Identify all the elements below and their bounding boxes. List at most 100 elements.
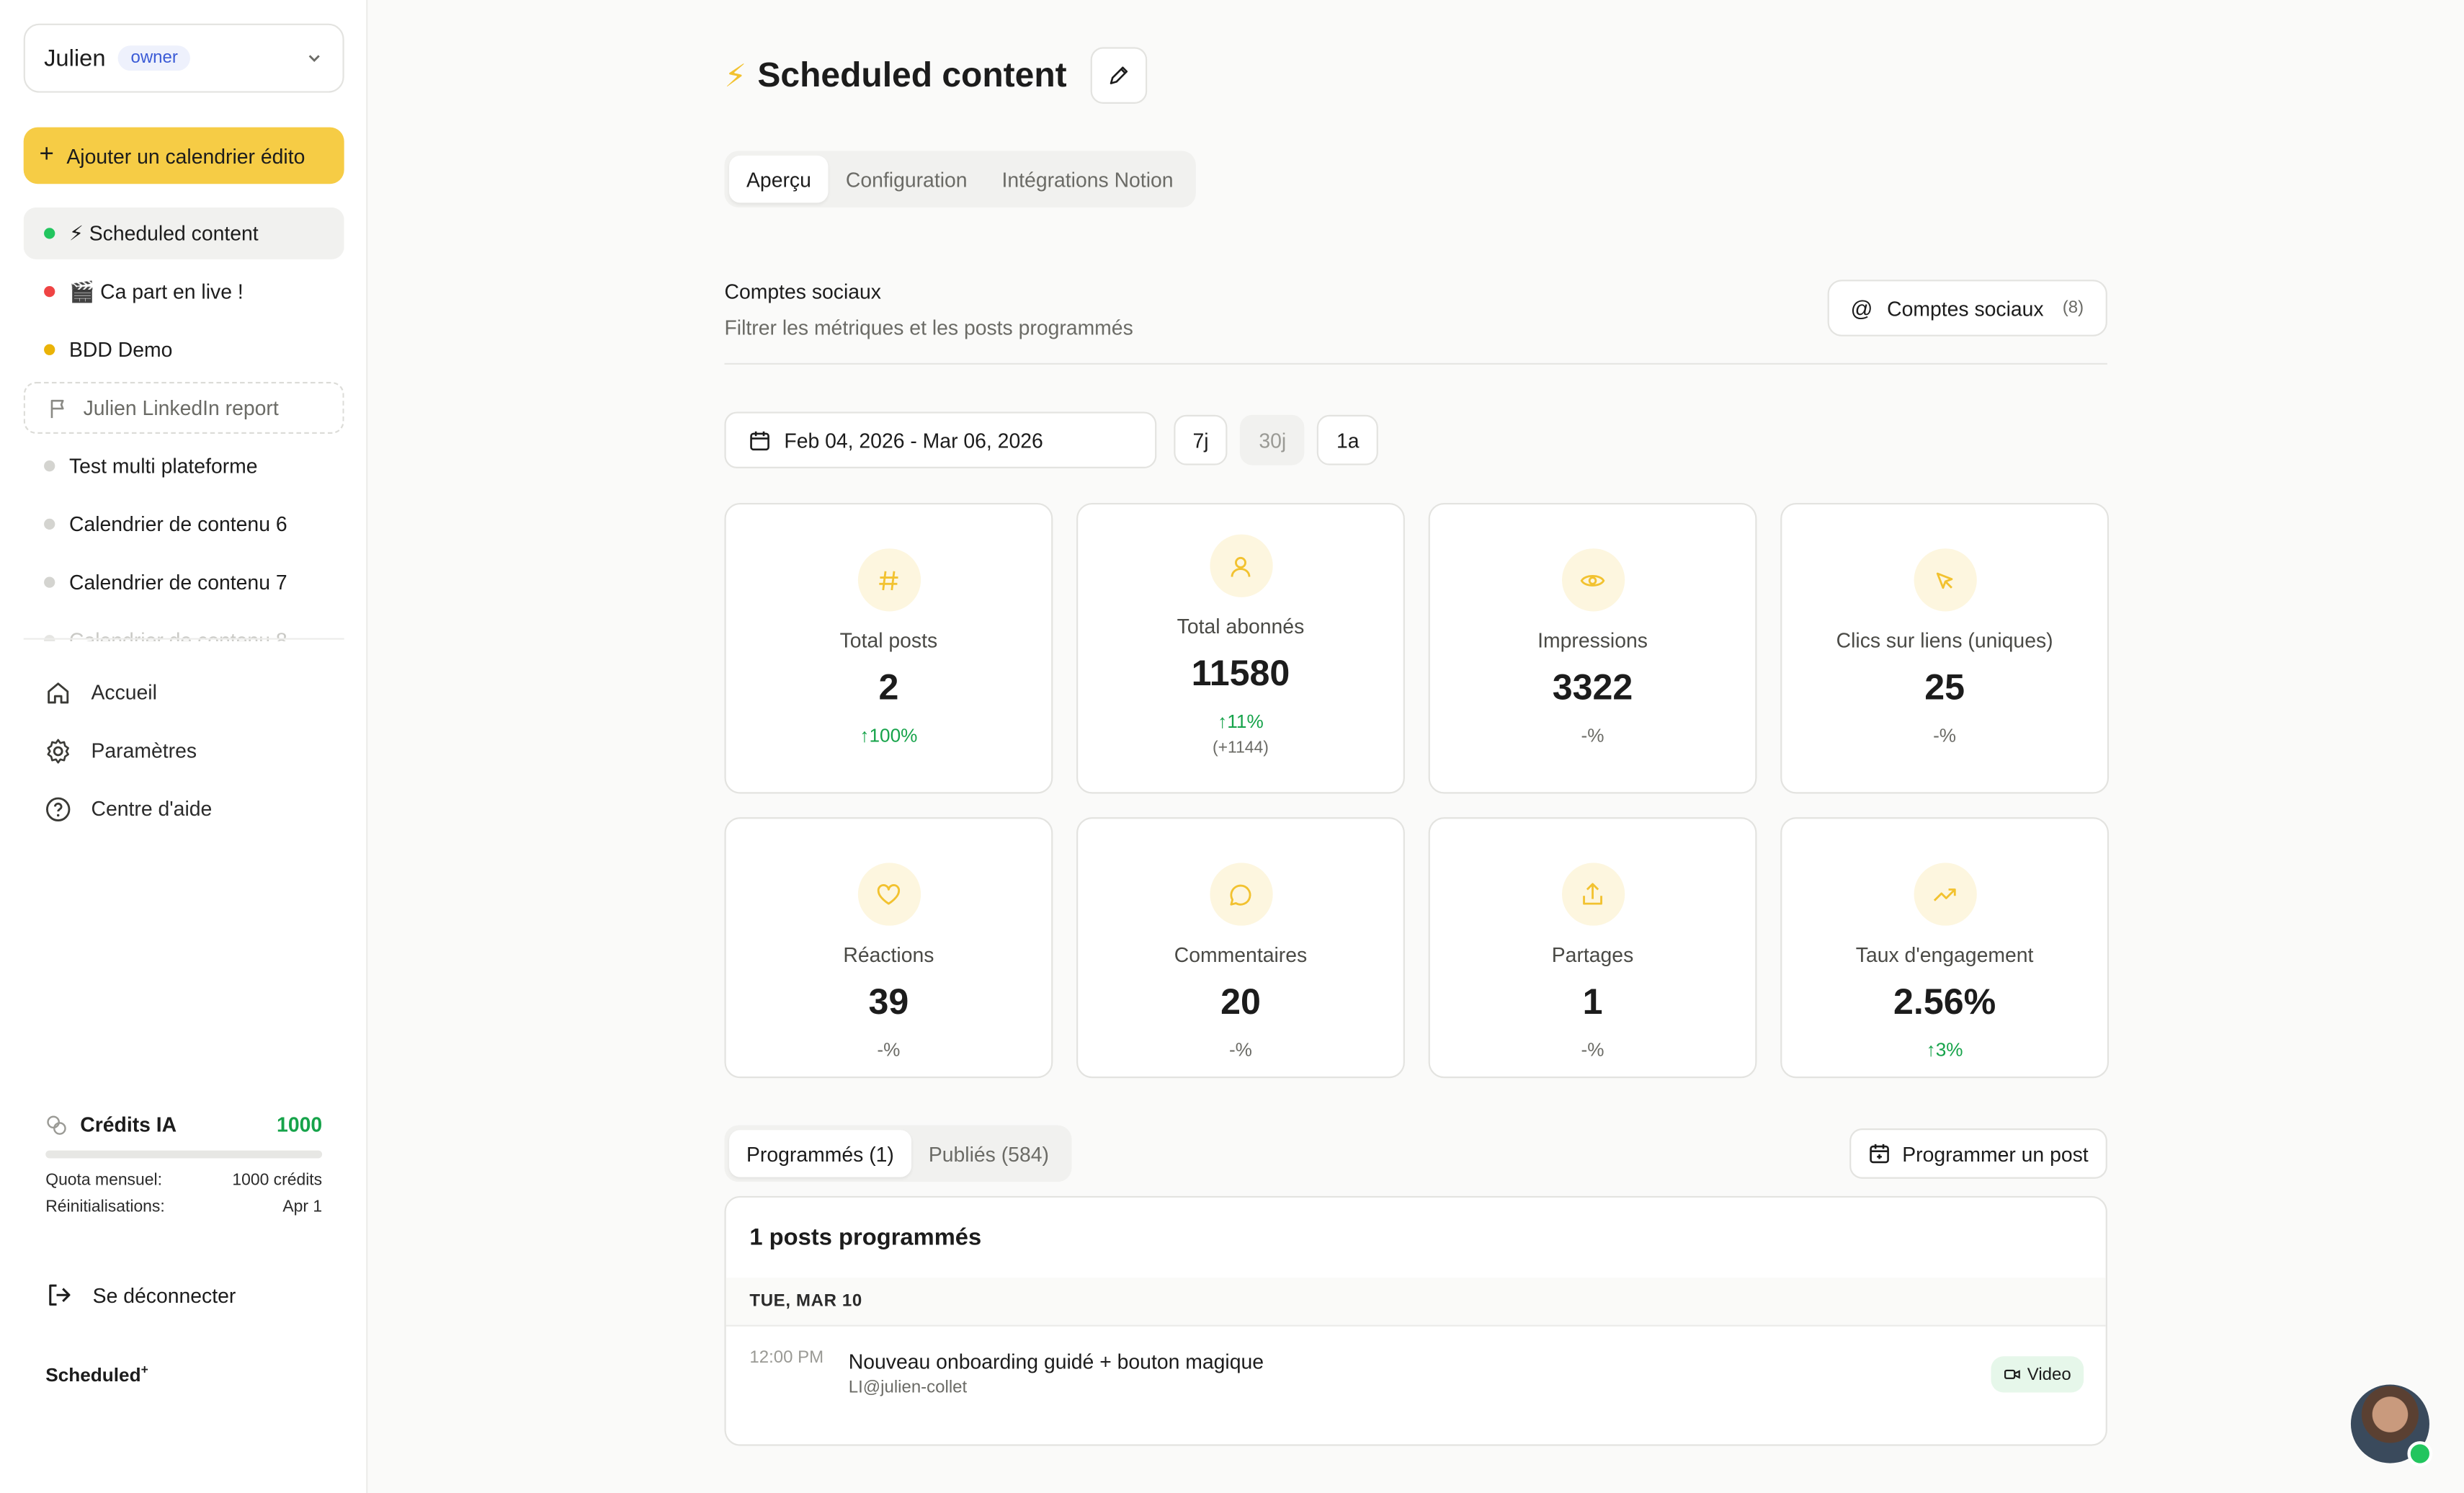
online-indicator [2407,1441,2433,1466]
stat-card-reactions: Réactions 39 -% [724,817,1053,1079]
social-button-label: Comptes sociaux [1887,296,2044,320]
at-icon: @ [1850,295,1873,321]
home-icon [48,682,69,703]
calendar-item[interactable]: Calendrier de contenu 6 [24,498,344,550]
edit-title-button[interactable] [1090,47,1147,104]
nav-label: Paramètres [91,739,197,762]
calendar-item[interactable]: Calendrier de contenu 7 [24,556,344,608]
status-dot [44,228,55,239]
user-icon [1209,534,1272,597]
support-avatar[interactable] [2350,1384,2433,1466]
eye-icon [1561,548,1625,612]
calendar-label: Calendrier de contenu 6 [68,512,287,536]
role-badge: owner [118,45,191,71]
calendar-item[interactable]: 🎬 Ca part en live ! [24,266,344,318]
stat-label: Taux d'engagement [1855,942,2034,967]
coins-icon [47,1115,66,1134]
stat-value: 11580 [1191,652,1290,693]
status-dot [44,460,55,472]
tab-apercu[interactable]: Aperçu [729,155,829,203]
schedule-post-button[interactable]: Programmer un post [1849,1128,2107,1179]
range-1a-button[interactable]: 1a [1317,414,1378,465]
stat-value: 2.56% [1893,981,1996,1022]
page-tabs: Aperçu Configuration Intégrations Notion [724,151,1196,208]
quota-value: 1000 crédits [232,1170,323,1190]
schedule-post-label: Programmer un post [1902,1141,2089,1166]
date-filter: Feb 04, 2026 - Mar 06, 2026 7j 30j 1a [724,411,1378,468]
brand-name: Scheduled [45,1364,141,1386]
stat-change: ↑100% [860,724,918,747]
status-dot [44,635,55,641]
status-dot [44,344,55,355]
credits-progress-bar [45,1150,323,1159]
calendar-item[interactable]: Calendrier de contenu 8 [24,615,344,641]
nav-item-home[interactable]: Accueil [24,663,344,721]
bolt-icon: ⚡ [724,58,747,94]
range-7j-button[interactable]: 7j [1174,414,1228,465]
calendar-plus-icon [1869,1144,1888,1164]
stat-value: 25 [1924,666,1965,708]
stat-value: 3322 [1552,666,1633,708]
posts-tabs: Programmés (1) Publiés (584) [724,1125,1071,1182]
stat-label: Commentaires [1174,942,1308,967]
tab-notion[interactable]: Intégrations Notion [1001,167,1174,192]
calendar-list: ⚡ Scheduled content 🎬 Ca part en live ! … [23,207,344,641]
calendar-item-report[interactable]: Julien LinkedIn report [23,382,344,434]
range-30j-button[interactable]: 30j [1240,414,1305,465]
calendar-item[interactable]: ⚡ Scheduled content [23,207,344,259]
date-range-value: Feb 04, 2026 - Mar 06, 2026 [784,428,1043,453]
date-range-picker[interactable]: Feb 04, 2026 - Mar 06, 2026 [724,411,1157,468]
stat-value: 39 [868,981,909,1022]
stat-card-impressions: Impressions 3322 -% [1428,502,1757,794]
scheduled-posts-panel: 1 posts programmés TUE, MAR 10 12:00 PM … [724,1195,2107,1446]
calendar-label: ⚡ Scheduled content [68,220,259,245]
post-account: LI@julien-collet [848,1378,968,1397]
calendar-label: Calendrier de contenu 7 [68,570,287,594]
nav-item-settings[interactable]: Paramètres [24,721,344,780]
divider [23,638,344,640]
stats-grid: Total posts 2 ↑100% Total abonnés 11580 … [724,502,2110,1079]
stat-card-total-abonnes: Total abonnés 11580 ↑11% (+1144) [1076,502,1405,794]
tab-configuration[interactable]: Configuration [845,167,968,192]
status-dot [44,285,55,298]
workspace-switcher[interactable]: Julien owner [23,23,344,93]
stat-card-comments: Commentaires 20 -% [1076,817,1405,1079]
post-title: Nouveau onboarding guidé + bouton magiqu… [848,1350,1264,1374]
hash-icon [857,548,921,612]
help-icon [46,796,71,821]
calendar-label: BDD Demo [68,337,173,362]
logout-button[interactable]: Se déconnecter [45,1281,236,1309]
tab-publies[interactable]: Publiés (584) [928,1141,1049,1166]
section-subtitle: Filtrer les métriques et les posts progr… [724,316,1133,340]
reset-label: Réinitialisations: [45,1197,165,1217]
post-type-badge: Video [1991,1356,2084,1393]
calendar-item[interactable]: Test multi plateforme [24,440,344,492]
stat-change: -% [1581,1038,1604,1061]
nav-item-help[interactable]: Centre d'aide [24,780,344,838]
ai-credits: Crédits IA 1000 Quota mensuel: 1000 créd… [45,1113,323,1217]
day-header: TUE, MAR 10 [726,1278,2106,1327]
credits-title: Crédits IA [80,1113,177,1136]
stat-change: ↑3% [1926,1038,1963,1061]
calendar-label: 🎬 Ca part en live ! [68,279,244,303]
social-accounts-button[interactable]: @ Comptes sociaux (8) [1826,280,2107,337]
tab-programmes[interactable]: Programmés (1) [729,1130,911,1177]
status-dot [44,518,55,530]
calendar-item[interactable]: BDD Demo [24,324,344,375]
logout-label: Se déconnecter [92,1283,236,1307]
stat-card-shares: Partages 1 -% [1428,817,1757,1079]
post-time: 12:00 PM [749,1348,824,1368]
brand-mark: + [140,1363,148,1377]
nav-label: Accueil [91,680,157,705]
flag-icon [50,398,64,418]
gear-icon [47,738,69,763]
stat-label: Réactions [843,942,934,967]
post-type-label: Video [2027,1365,2071,1384]
nav-label: Centre d'aide [91,796,213,821]
add-calendar-button[interactable]: + Ajouter un calendrier édito [23,127,344,184]
heart-icon [857,863,921,926]
sidebar-nav: Accueil Paramètres Centre d'aide [24,663,344,837]
status-dot [44,576,55,588]
page-title: Scheduled content [757,55,1067,94]
cursor-icon [1913,548,1976,612]
